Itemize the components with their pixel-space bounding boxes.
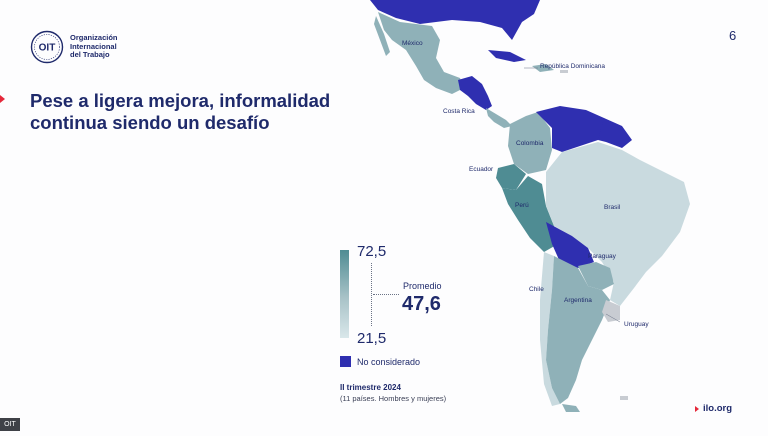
legend-max-value: 72,5 (357, 243, 387, 260)
note-period: II trimestre 2024 (340, 383, 401, 392)
map-region-puerto-rico (560, 70, 568, 73)
map-region-uruguay (602, 300, 620, 322)
latin-america-map: México República Dominicana Costa Rica C… (340, 0, 768, 431)
map-label-uruguay: Uruguay (624, 321, 649, 328)
map-region-paraguay (578, 262, 614, 290)
map-region-central-america (458, 76, 492, 110)
note-detail: (11 países. Hombres y mujeres) (340, 394, 447, 403)
map-region-cuba (488, 50, 526, 62)
map-label-costa-rica: Costa Rica (443, 108, 475, 115)
legend-color-scale (340, 250, 349, 338)
slide-number: 6 (729, 28, 737, 43)
map-svg (370, 0, 690, 412)
org-name-line: Internacional (70, 41, 117, 51)
map-region-ecuador (496, 164, 526, 190)
ilo-logo: OIT Organización Internacional del Traba… (30, 30, 118, 64)
map-region-usa (370, 0, 540, 40)
map-region-hispaniola (532, 64, 554, 72)
legend-range-line (371, 263, 372, 326)
legend-average-label: Promedio (403, 281, 442, 291)
map-region-tierra-del-fuego (562, 404, 580, 412)
organization-name: Organización Internacional del Trabajo (70, 33, 118, 60)
not-considered-swatch (340, 356, 351, 367)
map-region-chile (540, 252, 560, 406)
org-name-line: del Trabajo (70, 50, 110, 60)
map-label-colombia: Colombia (516, 140, 544, 147)
seal-text: OIT (39, 43, 56, 54)
title-marker-icon (0, 95, 5, 103)
map-region-venezuela (536, 106, 610, 152)
legend-min-value: 21,5 (357, 330, 387, 347)
map-region-costa-rica-panama (486, 108, 512, 128)
ilo-website-label: ilo.org (703, 403, 733, 414)
map-region-brasil (546, 142, 690, 306)
map-region-baja (374, 16, 390, 56)
org-name-line: Organización (70, 33, 118, 43)
map-region-argentina (546, 256, 610, 404)
map-leader-line (605, 313, 621, 323)
map-region-guyanas (598, 118, 632, 148)
map-label-ecuador: Ecuador (469, 166, 494, 173)
arrow-right-icon (695, 405, 699, 412)
legend-average-connector (373, 294, 399, 295)
map-label-dominican-republic: República Dominicana (540, 63, 606, 70)
legend-average-value: 47,6 (402, 293, 441, 315)
map-label-argentina: Argentina (564, 297, 592, 304)
map-region-falklands (620, 396, 628, 400)
window-icon[interactable]: OIT (0, 418, 20, 431)
map-label-peru: Perú (515, 202, 529, 209)
map-label-chile: Chile (529, 286, 544, 293)
map-label-brasil: Brasil (604, 204, 621, 211)
map-region-peru (502, 176, 558, 252)
map-label-mexico: México (402, 40, 423, 47)
not-considered-label: No considerado (357, 357, 421, 367)
map-label-paraguay: Paraguay (588, 253, 616, 260)
map-region-colombia (508, 112, 552, 174)
page-title: Pese a ligera mejora, informalidad conti… (30, 90, 331, 133)
ilo-seal-icon: OIT (30, 30, 64, 64)
map-region-bolivia (546, 222, 594, 268)
map-region-mexico (378, 12, 464, 94)
ilo-website-link[interactable]: ilo.org (695, 403, 732, 414)
